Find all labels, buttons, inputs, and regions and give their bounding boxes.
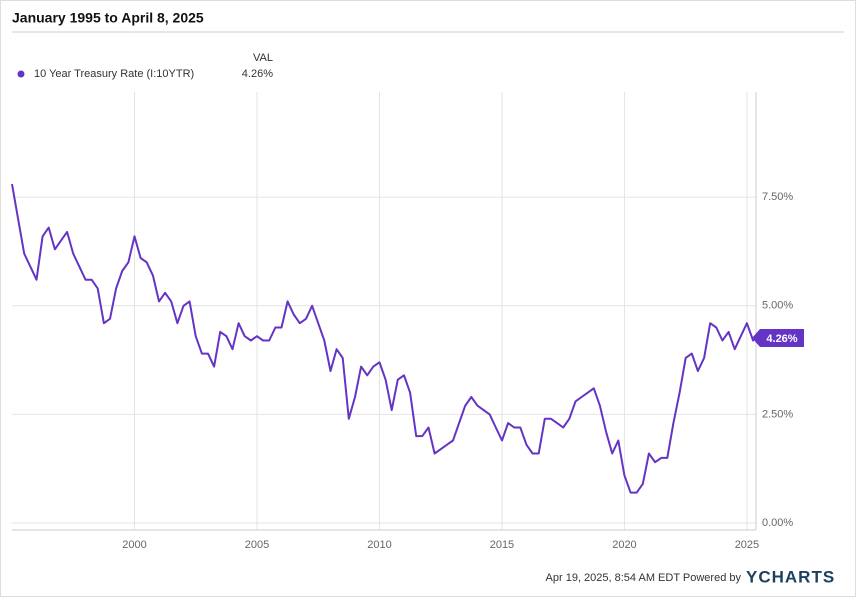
legend-value: 4.26% [242,68,273,80]
y-tick-label: 0.00% [762,517,793,529]
x-tick-label: 2000 [122,539,146,551]
brand-logo: YCHARTS [746,567,835,586]
legend-header: VAL [253,52,273,64]
x-tick-label: 2010 [367,539,391,551]
series-line [11,183,755,494]
legend-name: 10 Year Treasury Rate (I:10YTR) [34,68,194,80]
x-tick-label: 2015 [490,539,514,551]
last-value-tag [752,328,804,347]
x-tick-label: 2025 [735,539,759,551]
y-tick-label: 2.50% [762,408,793,420]
x-tick-label: 2020 [612,539,636,551]
y-tick-label: 5.00% [762,300,793,312]
legend-dot [17,70,25,78]
x-tick-label: 2005 [245,539,269,551]
y-tick-label: 7.50% [762,191,793,203]
last-value-label: 4.26% [766,333,797,345]
chart-title: January 1995 to April 8, 2025 [12,10,204,26]
footer: Apr 19, 2025, 8:54 AM EDT Powered by [546,572,742,584]
